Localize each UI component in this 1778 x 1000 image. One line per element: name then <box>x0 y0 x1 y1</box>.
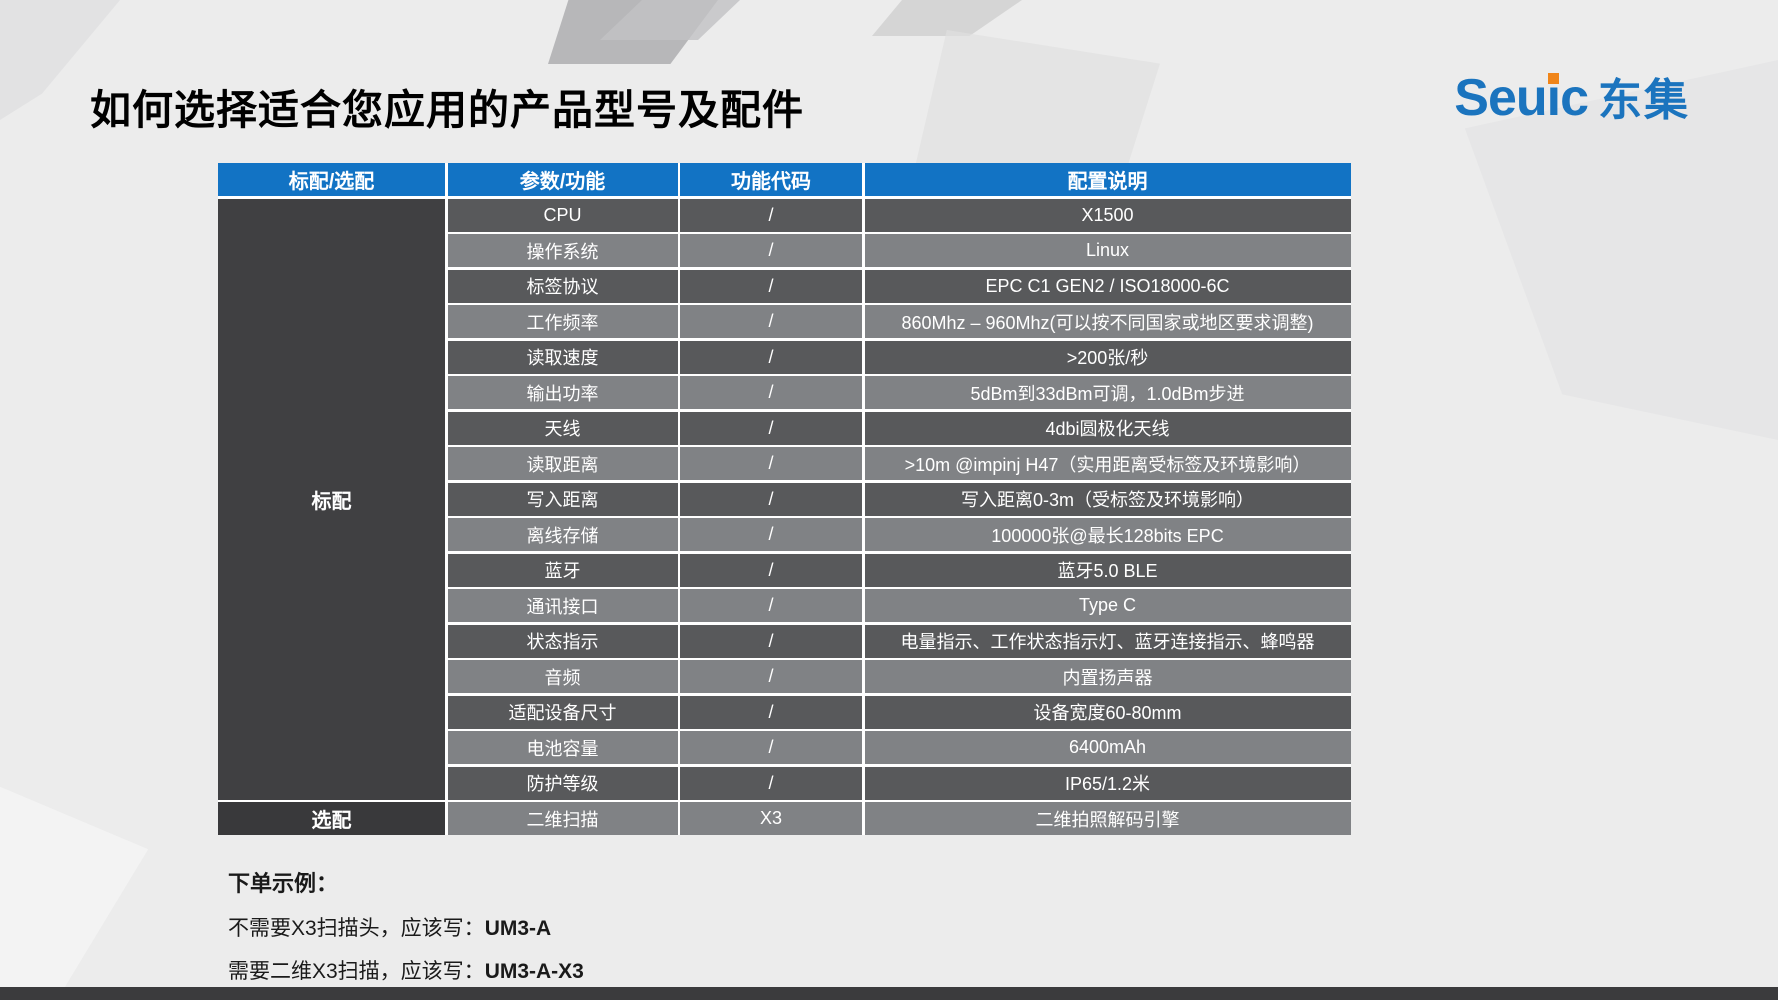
table-cell-parameter: 标签协议 <box>447 269 678 303</box>
table-cell-description: 写入距离0-3m（受标签及环境影响） <box>864 482 1351 516</box>
group-cell-standard: 标配 <box>218 198 445 800</box>
table-cell-parameter: 工作频率 <box>447 305 678 338</box>
table-cell-function-code: / <box>680 447 862 480</box>
order-note-text: 需要二维X3扫描，应该写： <box>228 960 485 983</box>
column-header-config-description: 配置说明 <box>864 163 1351 196</box>
table-cell-parameter: 操作系统 <box>447 234 678 267</box>
bottom-accent-bar <box>0 987 1778 1000</box>
order-note-line: 不需要X3扫描头，应该写：UM3-A <box>228 912 584 942</box>
background-shape <box>872 0 1022 36</box>
table-cell-description: 电量指示、工作状态指示灯、蓝牙连接指示、蜂鸣器 <box>864 624 1351 658</box>
group-cell-optional: 选配 <box>218 802 445 835</box>
table-cell-function-code: / <box>680 518 862 551</box>
logo-i-dot-icon <box>1548 73 1560 84</box>
table-cell-parameter: 通讯接口 <box>447 589 678 622</box>
table-cell-description: 100000张@最长128bits EPC <box>864 518 1351 551</box>
table-cell-description: 5dBm到33dBm可调，1.0dBm步进 <box>864 376 1351 409</box>
column-header-parameter: 参数/功能 <box>447 163 678 196</box>
table-cell-parameter: CPU <box>447 198 678 232</box>
table-cell-parameter: 音频 <box>447 660 678 693</box>
logo-wordmark: Seuic <box>1454 69 1589 127</box>
column-header-function-code: 功能代码 <box>680 163 862 196</box>
background-shape <box>600 0 740 40</box>
table-cell-description: Type C <box>864 589 1351 622</box>
table-cell-parameter: 离线存储 <box>447 518 678 551</box>
table-cell-function-code: / <box>680 198 862 232</box>
table-cell-function-code: X3 <box>680 802 862 835</box>
order-note-text: 不需要X3扫描头，应该写： <box>228 917 485 940</box>
table-cell-function-code: / <box>680 589 862 622</box>
table-cell-description: >10m @impinj H47（实用距离受标签及环境影响） <box>864 447 1351 480</box>
table-cell-parameter: 电池容量 <box>447 731 678 764</box>
table-cell-function-code: / <box>680 411 862 445</box>
table-cell-description: IP65/1.2米 <box>864 766 1351 800</box>
table-cell-description: Linux <box>864 234 1351 267</box>
spec-table: 标配/选配 参数/功能 功能代码 配置说明 标配 选配 CPU / X1500 … <box>218 163 1351 835</box>
table-cell-parameter: 二维扫描 <box>447 802 678 835</box>
table-cell-parameter: 读取速度 <box>447 340 678 374</box>
table-cell-description: 内置扬声器 <box>864 660 1351 693</box>
order-notes-heading: 下单示例： <box>228 871 339 896</box>
table-cell-description: EPC C1 GEN2 / ISO18000-6C <box>864 269 1351 303</box>
logo-wordmark-text: Seuic <box>1454 69 1589 127</box>
table-cell-parameter: 读取距离 <box>447 447 678 480</box>
table-cell-function-code: / <box>680 234 862 267</box>
table-cell-function-code: / <box>680 695 862 729</box>
brand-logo: Seuic 东集 <box>1454 72 1690 124</box>
background-shape <box>0 786 149 1000</box>
table-cell-parameter: 蓝牙 <box>447 553 678 587</box>
table-cell-parameter: 天线 <box>447 411 678 445</box>
table-cell-function-code: / <box>680 731 862 764</box>
table-cell-description: >200张/秒 <box>864 340 1351 374</box>
table-cell-parameter: 防护等级 <box>447 766 678 800</box>
table-cell-function-code: / <box>680 482 862 516</box>
table-cell-function-code: / <box>680 269 862 303</box>
table-cell-description: 二维拍照解码引擎 <box>864 802 1351 835</box>
logo-chinese-name: 东集 <box>1598 76 1690 125</box>
table-cell-description: 4dbi圆极化天线 <box>864 411 1351 445</box>
table-cell-function-code: / <box>680 376 862 409</box>
table-cell-description: 6400mAh <box>864 731 1351 764</box>
table-cell-function-code: / <box>680 624 862 658</box>
table-cell-description: 设备宽度60-80mm <box>864 695 1351 729</box>
table-cell-description: X1500 <box>864 198 1351 232</box>
table-cell-description: 860Mhz – 960Mhz(可以按不同国家或地区要求调整) <box>864 305 1351 338</box>
table-cell-parameter: 状态指示 <box>447 624 678 658</box>
table-cell-function-code: / <box>680 553 862 587</box>
page-title: 如何选择适合您应用的产品型号及配件 <box>90 87 804 133</box>
table-cell-function-code: / <box>680 305 862 338</box>
table-cell-description: 蓝牙5.0 BLE <box>864 553 1351 587</box>
order-note-model: UM3-A <box>484 917 552 940</box>
table-cell-parameter: 写入距离 <box>447 482 678 516</box>
background-shape <box>548 0 718 64</box>
column-header-config-type: 标配/选配 <box>218 163 445 196</box>
order-notes: 下单示例： 不需要X3扫描头，应该写：UM3-A 需要二维X3扫描，应该写：UM… <box>228 866 584 998</box>
table-cell-parameter: 适配设备尺寸 <box>447 695 678 729</box>
table-cell-parameter: 输出功率 <box>447 376 678 409</box>
order-note-line: 需要二维X3扫描，应该写：UM3-A-X3 <box>228 955 584 985</box>
table-cell-function-code: / <box>680 340 862 374</box>
table-cell-function-code: / <box>680 766 862 800</box>
order-note-model: UM3-A-X3 <box>484 960 584 983</box>
table-cell-function-code: / <box>680 660 862 693</box>
